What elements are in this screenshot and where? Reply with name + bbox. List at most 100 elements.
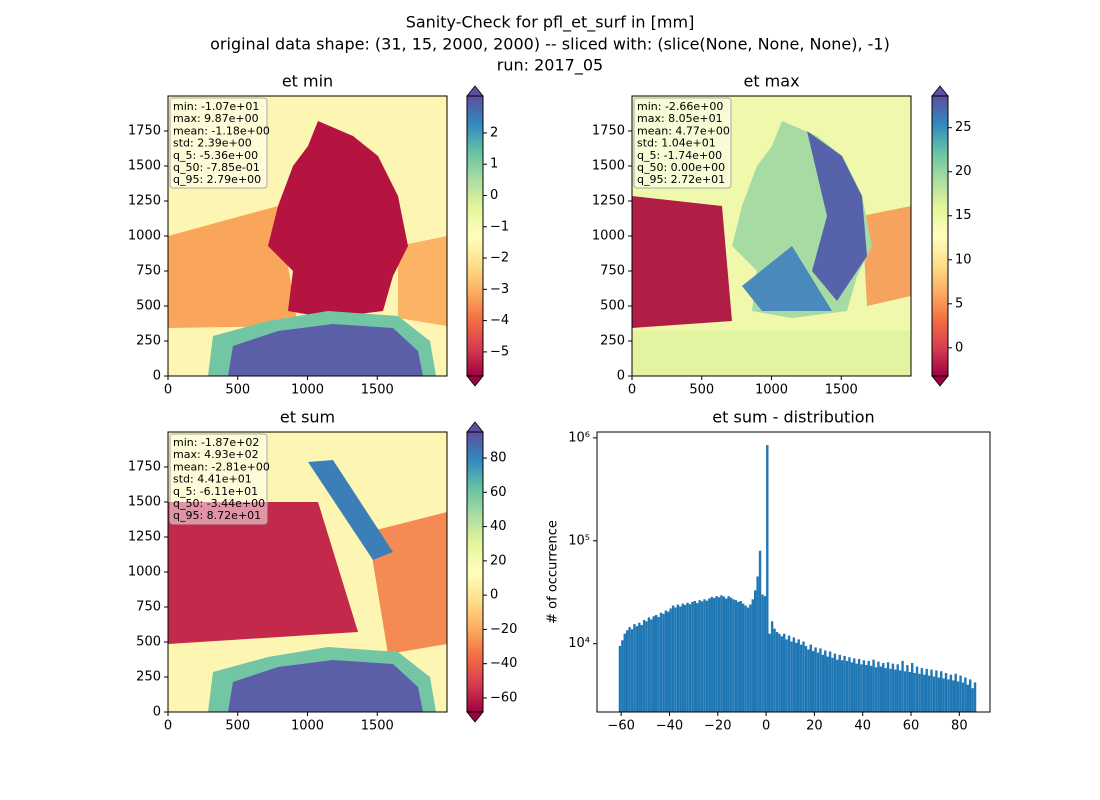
histogram-bar: [949, 674, 953, 712]
histogram-bar: [848, 657, 851, 712]
histogram-bar: [751, 599, 755, 712]
colorbar-tick-label: 20: [490, 553, 507, 568]
histogram-bar: [925, 668, 928, 712]
histogram-bar: [867, 660, 870, 712]
histogram-bar: [775, 631, 779, 712]
histogram-bar: [879, 666, 883, 712]
y-axis-label: # of occurrence: [546, 520, 561, 624]
colorbar-tick-label: 15: [955, 208, 972, 223]
suptitle: run: 2017_05: [497, 56, 603, 76]
colorbar-tick-label: 5: [955, 296, 963, 311]
histogram-bar: [737, 601, 740, 712]
histogram-bar: [884, 668, 887, 712]
x-tick-label: 0: [628, 383, 636, 398]
heatmap-image: [168, 96, 447, 376]
x-tick-label: −20: [704, 719, 731, 734]
stats-text: q_5: -1.74e+00: [637, 149, 722, 162]
x-tick-label: −60: [607, 719, 634, 734]
stats-text: min: -2.66e+00: [637, 100, 723, 113]
colorbar-tick-label: 2: [490, 125, 498, 140]
colorbar-tick-label: −2: [490, 251, 509, 266]
histogram-bar: [652, 616, 655, 712]
histogram-bar: [819, 648, 822, 712]
histogram-bar: [913, 672, 916, 712]
histogram-bar: [918, 673, 921, 712]
colorbar-tick-label: 25: [955, 120, 972, 135]
histogram-bar: [939, 671, 943, 712]
axes-frame: [167, 431, 448, 713]
histogram-bar: [667, 611, 670, 712]
histogram-bar: [799, 644, 803, 712]
stats-text: q_5: -6.11e+01: [173, 485, 258, 498]
histogram-bar: [638, 622, 641, 712]
histogram-bar: [674, 607, 677, 712]
histogram-bar: [633, 624, 636, 712]
histogram-bar: [754, 590, 757, 712]
histogram-bar: [686, 602, 689, 712]
histogram-bar: [700, 601, 704, 712]
histogram-bar: [920, 668, 924, 712]
histogram-bar: [773, 628, 776, 712]
colorbar-tick-label: −4: [490, 313, 509, 328]
axes-frame: [631, 95, 912, 377]
histogram-bar: [782, 633, 786, 712]
colorbar-tick-label: −40: [490, 656, 517, 671]
histogram-bar: [729, 597, 733, 712]
x-tick-label: 20: [806, 719, 823, 734]
stats-text: q_50: 0.00e+00: [637, 161, 725, 174]
y-tick-label: 500: [136, 299, 161, 314]
histogram-bar: [662, 613, 665, 712]
stats-box: [633, 97, 732, 189]
y-tick-label: 0: [153, 705, 161, 720]
histogram-bar: [809, 644, 812, 712]
x-tick-label: 0: [164, 383, 172, 398]
axes-frame: [596, 431, 991, 713]
histogram-bar: [681, 603, 684, 712]
histogram-bar: [915, 666, 919, 712]
colorbar-tick-label: −5: [490, 344, 509, 359]
stats-text: std: 1.04e+01: [637, 137, 716, 150]
y-tick-label: 1000: [128, 229, 161, 244]
histogram-bar: [954, 673, 957, 712]
histogram-bar: [973, 682, 977, 712]
histogram-bar: [669, 608, 672, 712]
histogram-bar: [744, 605, 747, 712]
stats-text: min: -1.87e+02: [173, 436, 259, 449]
stats-text: std: 2.39e+00: [173, 137, 252, 150]
histogram-bar: [894, 669, 897, 712]
y-tick-label: 10⁵: [568, 533, 590, 548]
stats-text: q_95: 2.72e+01: [637, 173, 725, 186]
histogram-bar: [785, 639, 788, 712]
histogram-bar: [961, 682, 965, 712]
colorbar-tick-label: 80: [490, 451, 507, 466]
histogram-bar: [734, 600, 738, 712]
histogram-bar: [688, 604, 692, 712]
x-tick-label: 1500: [361, 719, 394, 734]
axes-frame: [167, 95, 448, 377]
x-tick-label: 40: [854, 719, 871, 734]
colorbar-extend: [931, 375, 949, 387]
histogram-bar: [693, 600, 697, 712]
histogram-bar: [874, 667, 878, 712]
histogram-bar: [630, 629, 634, 712]
histogram-bar: [971, 688, 974, 712]
histogram-bar: [691, 601, 694, 712]
y-tick-label: 10⁴: [568, 636, 590, 651]
colorbar-frame: [466, 431, 484, 713]
colorbar-tick-label: 0: [490, 588, 498, 603]
y-tick-label: 750: [136, 600, 161, 615]
histogram-bar: [642, 619, 646, 712]
colorbar-tick-label: −1: [490, 219, 509, 234]
stats-text: q_95: 2.79e+00: [173, 173, 261, 186]
histogram-bar: [628, 627, 631, 712]
axes-title: et min: [282, 72, 333, 91]
histogram-bar: [845, 660, 849, 712]
histogram-bar: [659, 612, 663, 712]
histogram-bar: [944, 672, 948, 712]
histogram-bar: [932, 676, 936, 712]
histogram-bar: [770, 621, 774, 712]
stats-text: mean: -2.81e+00: [173, 460, 270, 473]
histogram-bar: [911, 662, 914, 712]
